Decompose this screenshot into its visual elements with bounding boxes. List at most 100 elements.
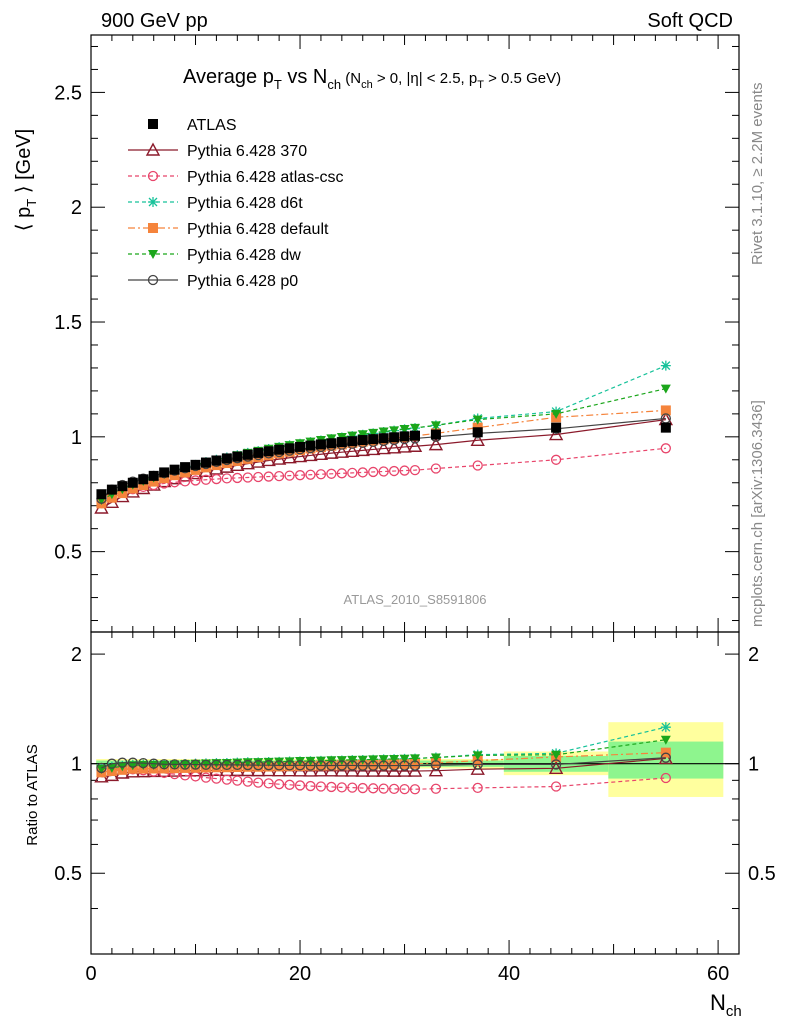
- ratio-point-p370: [397, 763, 412, 777]
- point-p370: [376, 441, 391, 455]
- ratio-point-atlascsc: [378, 783, 389, 794]
- ratio-point-default: [368, 759, 379, 770]
- point-p370: [428, 437, 444, 451]
- y-tick-label-top: 2.5: [54, 82, 82, 104]
- ratio-point-atlascsc: [200, 772, 212, 783]
- point-atlascsc: [200, 474, 212, 485]
- point-atlas: [232, 451, 243, 462]
- point-atlascsc: [336, 468, 347, 479]
- legend-label-p0: Pythia 6.428 p0: [187, 273, 298, 290]
- point-atlas: [190, 459, 201, 470]
- ratio-point-p0: [399, 760, 410, 771]
- ratio-point-dw: [660, 735, 671, 745]
- point-p370: [386, 440, 402, 454]
- point-atlas: [326, 438, 337, 449]
- ratio-point-atlascsc: [273, 779, 285, 790]
- ratio-point-p0: [127, 757, 138, 768]
- ratio-point-p0: [242, 759, 253, 771]
- legend-marker-default: [148, 223, 158, 233]
- point-dw: [357, 430, 368, 440]
- point-atlas: [148, 470, 159, 481]
- point-dw: [368, 428, 379, 438]
- point-default: [660, 405, 671, 416]
- ratio-point-dw: [284, 757, 295, 767]
- mcplots-reference-text: mcplots.cern.ch [arXiv:1306.3436]: [749, 400, 766, 627]
- legend-label-dw: Pythia 6.428 dw: [187, 247, 301, 264]
- legend-marker-atlascsc: [147, 170, 159, 182]
- point-atlascsc: [550, 454, 562, 465]
- y-tick-label-top: 1: [71, 427, 82, 449]
- legend-label-atlas: ATLAS: [187, 117, 237, 134]
- point-atlascsc: [388, 465, 400, 477]
- ratio-point-p0: [273, 760, 285, 771]
- point-atlas: [378, 433, 389, 444]
- y-tick-label-ratio-right: 1: [748, 754, 759, 776]
- ratio-point-p0: [200, 759, 212, 770]
- axis-ticks: [90, 35, 740, 954]
- ratio-point-atlascsc: [232, 775, 243, 786]
- ratio-point-atlascsc: [315, 781, 327, 792]
- ratio-point-p0: [430, 760, 442, 771]
- ratio-point-p0: [409, 760, 421, 771]
- point-dw: [472, 415, 483, 425]
- point-atlascsc: [368, 466, 379, 478]
- ratio-point-atlascsc: [430, 783, 442, 794]
- ratio-point-p0: [169, 759, 180, 770]
- y-tick-label-ratio: 1: [71, 754, 82, 776]
- point-atlas: [347, 436, 358, 447]
- ratio-point-p0: [315, 760, 327, 771]
- ratio-point-dw: [127, 761, 138, 771]
- ratio-point-p370: [334, 763, 350, 777]
- legend-marker-dw: [148, 250, 158, 259]
- point-atlascsc: [221, 473, 233, 484]
- rivet-version-text: Rivet 3.1.10, ≥ 2.2M events: [749, 83, 766, 266]
- ratio-point-dw: [274, 757, 285, 767]
- point-atlas: [368, 434, 379, 445]
- ratio-point-p0: [190, 759, 201, 770]
- point-dw: [410, 423, 420, 433]
- ratio-point-p0: [305, 760, 316, 771]
- point-p370: [324, 445, 339, 459]
- top-series: [94, 360, 674, 514]
- point-atlas: [117, 481, 128, 492]
- point-atlas: [357, 435, 368, 446]
- ratio-point-dw: [159, 760, 170, 770]
- point-atlascsc: [326, 468, 337, 479]
- ratio-point-atlascsc: [305, 780, 316, 792]
- point-atlascsc: [273, 470, 285, 482]
- point-atlas: [127, 477, 138, 488]
- ratio-point-dw: [357, 755, 368, 765]
- point-atlas: [96, 489, 107, 500]
- point-p370: [271, 451, 287, 465]
- point-atlas: [211, 455, 222, 466]
- analysis-id: ATLAS_2010_S8591806: [344, 592, 487, 607]
- x-axis-label: Nch: [710, 990, 742, 1020]
- ratio-point-atlascsc: [409, 784, 421, 795]
- ratio-panel-frame: [90, 631, 740, 955]
- point-atlas: [159, 467, 170, 478]
- ratio-point-p370: [355, 763, 370, 777]
- point-p370: [292, 449, 308, 463]
- point-atlas: [106, 484, 117, 495]
- ratio-point-p0: [550, 759, 562, 770]
- point-p370: [303, 447, 318, 462]
- point-p370: [548, 427, 564, 441]
- ratio-point-p0: [347, 760, 358, 771]
- x-tick-label: 60: [707, 963, 729, 985]
- ratio-point-atlascsc: [550, 781, 562, 792]
- point-dw: [399, 425, 410, 435]
- point-atlas: [274, 444, 285, 455]
- point-atlascsc: [263, 471, 274, 482]
- ratio-point-atlascsc: [253, 777, 264, 788]
- ratio-point-default: [378, 759, 389, 770]
- ratio-point-atlascsc: [660, 772, 671, 784]
- point-p370: [334, 444, 350, 458]
- ratio-point-atlascsc: [326, 781, 337, 793]
- ratio-point-default: [410, 758, 420, 769]
- point-dw: [378, 427, 389, 437]
- ratio-point-atlascsc: [284, 779, 295, 790]
- point-atlascsc: [472, 460, 483, 471]
- point-atlas: [180, 462, 191, 473]
- ratio-point-p0: [106, 758, 118, 769]
- point-atlascsc: [284, 470, 295, 481]
